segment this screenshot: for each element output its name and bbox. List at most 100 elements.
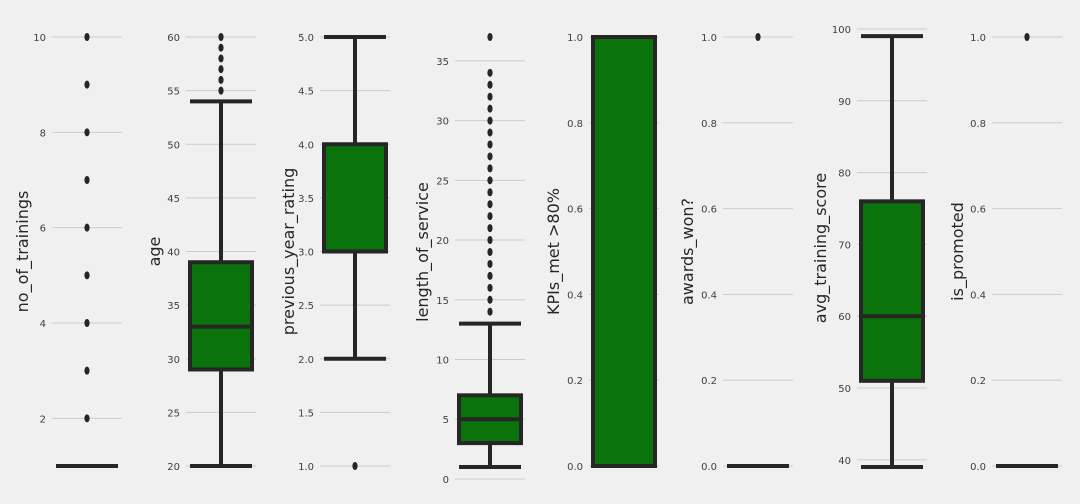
outlier-point: [218, 65, 224, 74]
y-tick-label: 6: [40, 224, 46, 235]
outlier-point: [487, 140, 493, 149]
y-tick-label: 60: [167, 33, 180, 44]
y-axis-label: length_of_service: [413, 182, 433, 322]
y-tick-label: 4.0: [298, 140, 314, 151]
y-tick-label: 0: [443, 475, 449, 486]
y-tick-label: 4.5: [298, 87, 314, 98]
outlier-point: [487, 80, 493, 89]
outlier-point: [218, 86, 224, 95]
outlier-point: [487, 236, 493, 245]
outlier-point: [84, 33, 90, 41]
outlier-point: [487, 200, 493, 209]
y-tick-label: 40: [167, 248, 180, 259]
y-tick-label: 40: [838, 456, 851, 467]
y-tick-label: 25: [167, 408, 180, 419]
outlier-point: [755, 33, 761, 41]
outlier-point: [487, 152, 493, 161]
y-tick-label: 15: [436, 296, 449, 307]
boxplot-panel-6: 0.0 0.2 0.4 0.6 0.8 1.0 awards_won?: [678, 33, 793, 473]
outlier-point: [487, 295, 493, 304]
outlier-point: [487, 104, 493, 113]
y-tick-label: 0.6: [970, 205, 986, 216]
outlier-point: [487, 283, 493, 292]
iqr-box: [188, 260, 254, 372]
outlier-point: [487, 259, 493, 268]
y-tick-label: 60: [838, 312, 851, 323]
outlier-point: [487, 188, 493, 197]
outlier-point: [487, 248, 493, 256]
y-tick-label: 80: [838, 169, 851, 180]
outlier-point: [487, 271, 493, 280]
outlier-point: [487, 128, 493, 137]
outlier-point: [487, 116, 493, 125]
outlier-point: [218, 54, 224, 63]
outlier-point: [84, 176, 90, 184]
y-tick-label: 5.0: [298, 33, 314, 44]
outlier-point: [487, 224, 493, 233]
y-tick-label: 70: [838, 240, 851, 251]
outlier-point: [487, 212, 493, 221]
outlier-point: [487, 164, 493, 173]
y-tick-label: 2: [40, 414, 46, 425]
y-axis-label: KPIs_met >80%: [544, 188, 564, 315]
outlier-point: [487, 176, 493, 185]
y-tick-label: 0.8: [970, 119, 986, 130]
outlier-point: [1024, 33, 1030, 41]
outlier-point: [487, 68, 493, 77]
y-axis-label: no_of_trainings: [13, 191, 33, 313]
boxplot-panel-7: 40 50 60 70 80 90 100 avg_training_score: [811, 25, 927, 469]
y-axis-label: avg_training_score: [811, 173, 831, 323]
outlier-point: [487, 307, 493, 316]
outlier-point: [84, 414, 90, 423]
y-tick-label: 100: [832, 25, 851, 36]
y-tick-label: 1.0: [701, 33, 717, 44]
boxplot-panel-5: 0.0 0.2 0.4 0.6 0.8 1.0 KPIs_met >80%: [544, 33, 659, 473]
y-tick-label: 2.5: [298, 301, 314, 312]
boxplot-panel-4: 0 5 10 15 20 25 30 35 length_of_service: [413, 33, 525, 486]
outlier-point: [84, 319, 90, 327]
y-tick-label: 50: [167, 140, 180, 151]
outlier-point: [218, 43, 224, 52]
y-tick-label: 10: [436, 356, 449, 367]
boxplot-panel-8: 0.0 0.2 0.4 0.6 0.8 1.0 is_promoted: [948, 33, 1062, 473]
y-tick-label: 0.4: [701, 290, 717, 301]
y-tick-label: 3.0: [298, 248, 314, 259]
iqr-box: [322, 142, 388, 254]
y-tick-label: 30: [167, 355, 180, 366]
y-tick-label: 50: [838, 384, 851, 395]
y-tick-label: 0.8: [701, 119, 717, 130]
y-tick-label: 0.2: [567, 376, 583, 387]
outlier-point: [487, 92, 493, 101]
y-tick-label: 8: [40, 128, 46, 139]
outlier-point: [218, 75, 224, 84]
outlier-point: [84, 366, 90, 375]
y-axis-label: awards_won?: [678, 198, 698, 305]
y-tick-label: 0.8: [567, 119, 583, 130]
outlier-point: [84, 128, 90, 137]
outlier-point: [218, 33, 224, 41]
outlier-point: [84, 271, 90, 280]
y-tick-label: 35: [436, 57, 449, 68]
outlier-point: [487, 33, 493, 41]
iqr-box: [591, 35, 657, 468]
y-tick-label: 0.6: [701, 205, 717, 216]
y-tick-label: 0.0: [567, 462, 583, 473]
y-tick-label: 30: [436, 117, 449, 128]
y-tick-label: 0.4: [970, 290, 986, 301]
iqr-box: [859, 199, 925, 383]
y-tick-label: 2.0: [298, 355, 314, 366]
y-axis-label: previous_year_rating: [279, 168, 299, 336]
y-tick-label: 0.0: [970, 462, 986, 473]
y-tick-label: 35: [167, 301, 180, 312]
y-tick-label: 10: [33, 33, 46, 44]
y-tick-label: 1.0: [298, 462, 314, 473]
boxplot-panel-2: 20 25 30 35 40 45 50 55 60 age: [145, 33, 256, 473]
boxplot-panel-3: 1.0 1.5 2.0 2.5 3.0 3.5 4.0 4.5 5.0 previous_year…: [279, 33, 390, 473]
y-axis-label: age: [145, 237, 164, 267]
y-tick-label: 5: [443, 415, 449, 426]
y-tick-label: 20: [436, 236, 449, 247]
y-tick-label: 0.2: [701, 376, 717, 387]
y-tick-label: 3.5: [298, 194, 314, 205]
y-tick-label: 25: [436, 176, 449, 187]
